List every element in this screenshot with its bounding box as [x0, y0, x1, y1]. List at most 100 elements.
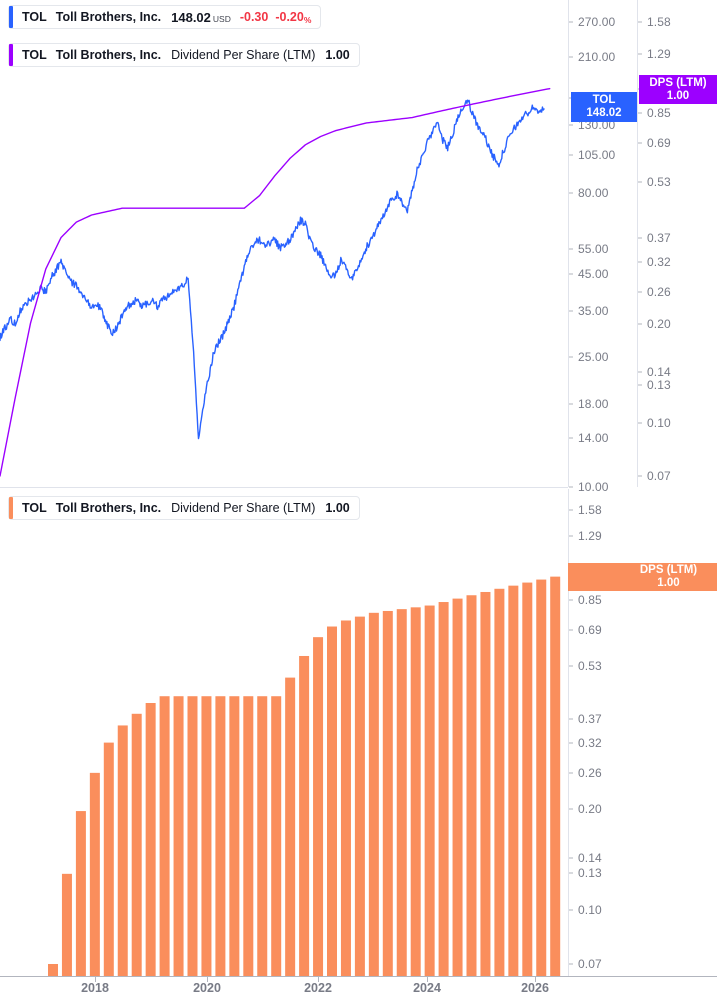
price-axis-label[interactable]: 105.00: [578, 148, 616, 162]
pane-divider[interactable]: [0, 487, 568, 488]
price-axis-label[interactable]: 18.00: [578, 397, 609, 411]
dps-bar[interactable]: [313, 637, 324, 976]
price-axis-label[interactable]: 25.00: [578, 350, 609, 364]
dps-bar[interactable]: [438, 602, 449, 976]
price-axis-tick: [569, 486, 573, 488]
dps-bar[interactable]: [89, 772, 100, 976]
dps-pane-axis-label[interactable]: 1.58: [578, 503, 602, 517]
price-badge-value: 148.02: [586, 107, 622, 119]
dps-pane-axis-tick: [569, 909, 573, 911]
dps-pane-axis-label[interactable]: 0.37: [578, 712, 602, 726]
dps-bar[interactable]: [285, 677, 296, 976]
dps-axis-label[interactable]: 0.69: [647, 136, 671, 150]
dps-bar[interactable]: [61, 873, 72, 976]
price-axis-label[interactable]: 210.00: [578, 50, 616, 64]
dps-bar[interactable]: [480, 591, 491, 976]
dps-pane-axis-label[interactable]: 0.85: [578, 593, 602, 607]
price-axis-label[interactable]: 45.00: [578, 267, 609, 281]
dps-pane-axis-label[interactable]: 0.14: [578, 851, 602, 865]
dps-pane-legend[interactable]: TOL Toll Brothers, Inc. Dividend Per Sha…: [8, 496, 360, 520]
time-axis-label[interactable]: 2018: [81, 981, 109, 995]
dps-axis-label[interactable]: 1.29: [647, 47, 671, 61]
dps-axis-separator: [637, 0, 638, 487]
time-axis-label[interactable]: 2026: [521, 981, 549, 995]
dps-bar[interactable]: [187, 696, 198, 976]
dps-bar[interactable]: [452, 598, 463, 976]
dps-pane-axis-label[interactable]: 0.13: [578, 866, 602, 880]
dps-overlay-badge[interactable]: DPS (LTM) 1.00: [639, 75, 717, 104]
price-axis-label[interactable]: 14.00: [578, 431, 609, 445]
time-axis-tick: [318, 977, 319, 982]
dps-bar[interactable]: [354, 616, 365, 976]
dps-bar[interactable]: [327, 626, 337, 976]
dps-bar[interactable]: [410, 607, 421, 976]
dps-pane-axis-label[interactable]: 0.69: [578, 623, 602, 637]
dps-pane-axis-label[interactable]: 0.26: [578, 766, 602, 780]
dps-axis-label[interactable]: 0.37: [647, 231, 671, 245]
dps-overlay-legend-symbol[interactable]: TOL: [22, 48, 47, 62]
dps-bar[interactable]: [508, 585, 519, 976]
dps-bar[interactable]: [229, 696, 240, 976]
dps-axis-label[interactable]: 1.58: [647, 15, 671, 29]
dps-bar[interactable]: [382, 610, 393, 976]
price-badge[interactable]: TOL 148.02: [571, 92, 637, 122]
dps-pane-legend-symbol[interactable]: TOL: [22, 501, 47, 515]
dps-axis-label[interactable]: 0.14: [647, 365, 671, 379]
price-axis-label[interactable]: 35.00: [578, 304, 609, 318]
dps-axis-label[interactable]: 0.10: [647, 416, 671, 430]
dps-bar[interactable]: [536, 579, 547, 976]
dps-bar[interactable]: [271, 696, 282, 976]
dps-axis-label[interactable]: 0.32: [647, 255, 671, 269]
dps-bar[interactable]: [257, 696, 268, 976]
price-axis-label[interactable]: 55.00: [578, 242, 609, 256]
dps-pane-axis-label[interactable]: 0.32: [578, 736, 602, 750]
dps-bar[interactable]: [117, 725, 128, 976]
dps-bar[interactable]: [368, 612, 379, 976]
dps-pane-axis-tick: [569, 509, 573, 511]
dps-bar[interactable]: [466, 595, 477, 976]
dps-bar[interactable]: [215, 696, 226, 976]
dps-pane-axis-label[interactable]: 0.53: [578, 659, 602, 673]
dps-pane-axis-label[interactable]: 0.10: [578, 903, 602, 917]
price-legend[interactable]: TOL Toll Brothers, Inc. 148.02 USD -0.30…: [8, 5, 322, 29]
dps-pane-axis-label[interactable]: 0.20: [578, 802, 602, 816]
time-axis-label[interactable]: 2024: [413, 981, 441, 995]
time-axis-label[interactable]: 2020: [193, 981, 221, 995]
dps-bar[interactable]: [48, 964, 58, 976]
dps-bar[interactable]: [75, 811, 86, 976]
dps-overlay-legend[interactable]: TOL Toll Brothers, Inc. Dividend Per Sha…: [8, 43, 360, 67]
dps-axis-label[interactable]: 0.85: [647, 106, 671, 120]
price-chart-pane[interactable]: [0, 0, 568, 487]
price-legend-symbol[interactable]: TOL: [22, 10, 47, 24]
price-axis-label[interactable]: 10.00: [578, 480, 609, 494]
dps-bar[interactable]: [396, 609, 407, 976]
price-legend-color-swatch: [9, 6, 13, 28]
dps-pane-axis-label[interactable]: 1.29: [578, 529, 602, 543]
dps-axis-label[interactable]: 0.26: [647, 285, 671, 299]
price-axis-label[interactable]: 80.00: [578, 186, 609, 200]
dps-bar[interactable]: [243, 696, 254, 976]
dps-axis-tick: [638, 237, 642, 239]
dps-axis-label[interactable]: 0.20: [647, 317, 671, 331]
dps-bar[interactable]: [159, 696, 170, 976]
dps-bar[interactable]: [131, 713, 142, 976]
time-axis-label[interactable]: 2022: [304, 981, 332, 995]
dps-bar[interactable]: [103, 742, 114, 976]
dps-bar[interactable]: [340, 620, 351, 976]
dps-bar[interactable]: [494, 588, 505, 976]
dps-bar[interactable]: [424, 605, 435, 976]
dps-axis-label[interactable]: 0.53: [647, 175, 671, 189]
dps-chart-pane[interactable]: [0, 489, 568, 976]
time-axis-line: [0, 976, 717, 977]
price-axis-label[interactable]: 270.00: [578, 15, 616, 29]
dps-bar[interactable]: [522, 582, 533, 976]
dps-bar[interactable]: [550, 576, 561, 976]
dps-axis-label[interactable]: 0.13: [647, 378, 671, 392]
dps-bar[interactable]: [201, 696, 212, 976]
dps-pane-badge[interactable]: DPS (LTM) 1.00: [568, 563, 717, 591]
dps-bar[interactable]: [145, 703, 156, 976]
dps-pane-axis-label[interactable]: 0.07: [578, 957, 602, 971]
dps-bar[interactable]: [173, 696, 184, 976]
dps-axis-label[interactable]: 0.07: [647, 469, 671, 483]
dps-bar[interactable]: [299, 655, 310, 976]
